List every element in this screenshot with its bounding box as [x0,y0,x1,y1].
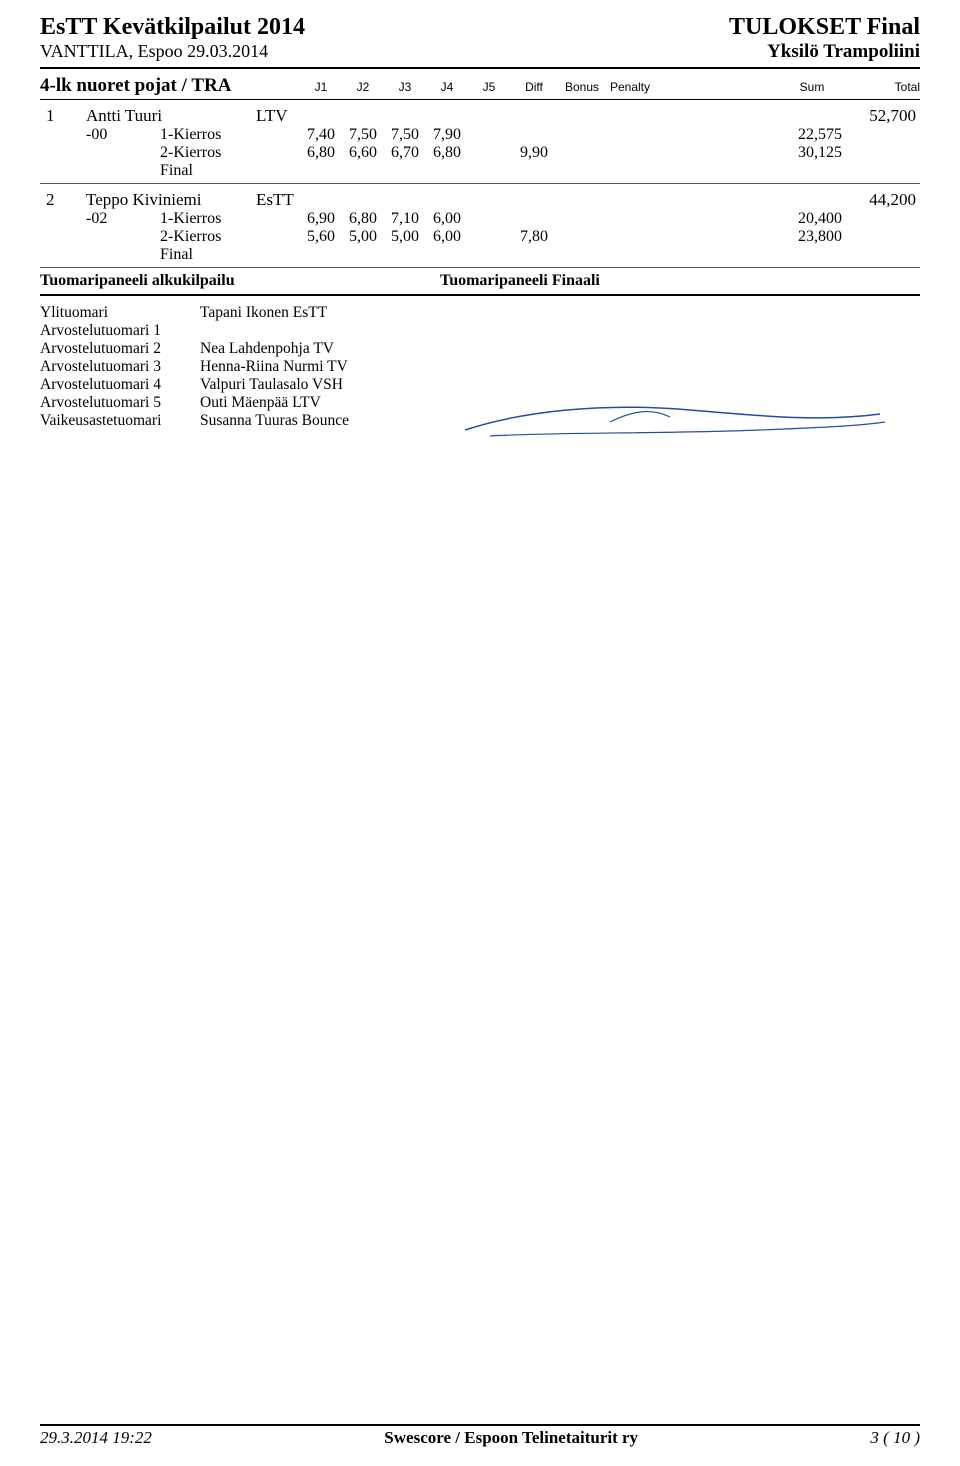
judge-role: Ylituomari [40,304,200,322]
round-sum: 23,800 [770,228,848,246]
round-line: -021-Kierros6,906,807,106,00 20,400 [40,210,920,228]
divider [40,294,920,296]
divider [40,67,920,69]
col-j4: J4 [426,80,468,94]
divider [40,267,920,268]
signature-icon [460,392,890,452]
total-score: 44,200 [869,190,920,210]
judge-name: Susanna Tuuras Bounce [200,412,349,430]
judge-row: Arvostelutuomari 1 [40,322,920,340]
round-label: 2-Kierros [160,228,300,246]
header-row-2: VANTTILA, Espoo 29.03.2014 Yksilö Trampo… [40,41,920,63]
club: LTV [256,106,336,126]
col-sum: Sum [776,80,848,94]
judge-role: Vaikeusastetuomari [40,412,200,430]
round-label: Final [160,246,300,264]
header-row-1: EsTT Kevätkilpailut 2014 TULOKSET Final [40,14,920,41]
rank: 1 [40,106,86,126]
score-cell: 5,60 [300,228,342,246]
round-line: 2-Kierros5,605,005,006,007,8023,800 [40,228,920,246]
judge-row: Arvostelutuomari 3Henna-Riina Nurmi TV [40,358,920,376]
col-j1: J1 [300,80,342,94]
results-title: TULOKSET Final [729,14,920,41]
round-sum: 30,125 [770,144,848,162]
round-line: Final [40,162,920,180]
club: EsTT [256,190,336,210]
col-j3: J3 [384,80,426,94]
athlete-id: -00 [86,126,160,144]
col-bonus: Bonus [558,80,606,94]
result-block: 1Antti TuuriLTV52,700-001-Kierros7,407,5… [40,106,920,180]
event-title: EsTT Kevätkilpailut 2014 [40,14,305,41]
col-diff: Diff [510,80,558,94]
score-cell: 7,50 [342,126,384,144]
panel-heads: Tuomaripaneeli alkukilpailu Tuomaripanee… [40,272,920,290]
score-cell: 6,70 [384,144,426,162]
athlete-line: 2Teppo KiviniemiEsTT 44,200 [40,190,920,210]
col-total: Total [848,80,920,94]
page: EsTT Kevätkilpailut 2014 TULOKSET Final … [0,0,960,1466]
discipline: Yksilö Trampoliini [767,41,920,63]
result-block: 2Teppo KiviniemiEsTT44,200-021-Kierros6,… [40,190,920,264]
athlete-name: Antti Tuuri [86,106,256,126]
judge-role: Arvostelutuomari 1 [40,322,200,340]
score-header: J1 J2 J3 J4 J5 Diff Bonus Penalty Sum To… [300,80,920,94]
score-cell: 6,80 [300,144,342,162]
judge-name: Tapani Ikonen EsTT [200,304,327,322]
venue-date: VANTTILA, Espoo 29.03.2014 [40,41,268,62]
col-penalty: Penalty [606,80,654,94]
footer-timestamp: 29.3.2014 19:22 [40,1428,152,1448]
score-cell: 9,90 [510,144,558,162]
round-line: 2-Kierros6,806,606,706,809,9030,125 [40,144,920,162]
score-cell: 6,60 [342,144,384,162]
score-cell: 5,00 [342,228,384,246]
score-cell: 5,00 [384,228,426,246]
score-cell: 6,90 [300,210,342,228]
athlete-id: -02 [86,210,160,228]
score-cell: 6,80 [342,210,384,228]
round-label: 1-Kierros [160,210,300,228]
footer-source: Swescore / Espoon Telinetaiturit ry [384,1428,638,1448]
score-cell: 7,80 [510,228,558,246]
round-sum: 20,400 [770,210,848,228]
col-j2: J2 [342,80,384,94]
divider [40,99,920,100]
judge-row: Arvostelutuomari 2Nea Lahdenpohja TV [40,340,920,358]
footer-page: 3 ( 10 ) [870,1428,920,1448]
rank: 2 [40,190,86,210]
score-cell: 6,00 [426,210,468,228]
total-score: 52,700 [869,106,920,126]
results-list: 1Antti TuuriLTV52,700-001-Kierros7,407,5… [40,106,920,268]
judge-name: Nea Lahdenpohja TV [200,340,334,358]
score-cell: 6,80 [426,144,468,162]
judge-role: Arvostelutuomari 3 [40,358,200,376]
judge-name: Henna-Riina Nurmi TV [200,358,348,376]
judge-name: Outi Mäenpää LTV [200,394,321,412]
score-cell: 7,10 [384,210,426,228]
round-sum: 22,575 [770,126,848,144]
panel-head-left: Tuomaripaneeli alkukilpailu [40,272,440,290]
round-label: 2-Kierros [160,144,300,162]
category-name: 4-lk nuoret pojat / TRA [40,75,300,97]
athlete-line: 1Antti TuuriLTV 52,700 [40,106,920,126]
judge-role: Arvostelutuomari 5 [40,394,200,412]
score-cell: 6,00 [426,228,468,246]
divider [40,183,920,184]
judge-role: Arvostelutuomari 2 [40,340,200,358]
score-cell: 7,40 [300,126,342,144]
score-cell: 7,50 [384,126,426,144]
panel-head-right: Tuomaripaneeli Finaali [440,272,600,290]
col-j5: J5 [468,80,510,94]
score-cell: 7,90 [426,126,468,144]
page-footer: 29.3.2014 19:22 Swescore / Espoon Teline… [40,1424,920,1448]
judge-name: Valpuri Taulasalo VSH [200,376,343,394]
category-header-row: 4-lk nuoret pojat / TRA J1 J2 J3 J4 J5 D… [40,75,920,97]
round-label: Final [160,162,300,180]
round-line: -001-Kierros7,407,507,507,9022,575 [40,126,920,144]
judge-role: Arvostelutuomari 4 [40,376,200,394]
round-line: Final [40,246,920,264]
judge-row: YlituomariTapani Ikonen EsTT [40,304,920,322]
round-label: 1-Kierros [160,126,300,144]
athlete-name: Teppo Kiviniemi [86,190,256,210]
